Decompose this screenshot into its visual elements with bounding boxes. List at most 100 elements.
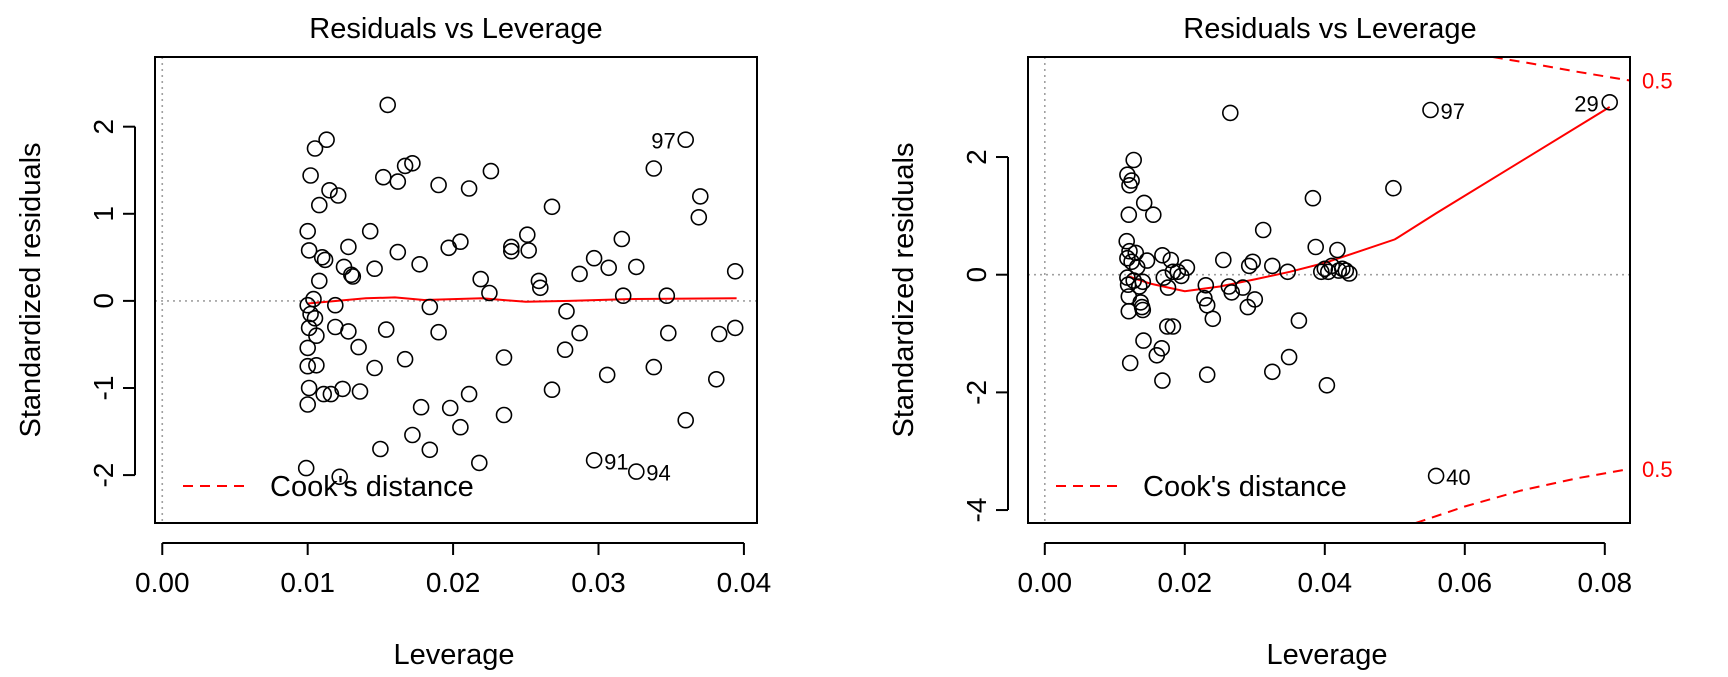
data-point (1125, 272, 1142, 289)
data-point (299, 296, 317, 314)
data-point (1215, 251, 1232, 269)
data-point (659, 324, 677, 342)
data-point (374, 168, 392, 186)
x-tick-label: 0.02 (426, 567, 481, 598)
data-point (613, 230, 631, 248)
data-point (531, 279, 549, 297)
data-point (452, 233, 469, 250)
data-point (404, 155, 421, 172)
data-point (677, 411, 695, 429)
data-point (460, 385, 478, 403)
data-point (377, 321, 395, 338)
data-point (1121, 177, 1138, 194)
data-point (1280, 348, 1298, 366)
data-point (334, 380, 351, 398)
data-point (1164, 318, 1182, 335)
y-tick-label: 0 (961, 267, 992, 283)
data-point (421, 441, 439, 459)
data-point (1173, 267, 1190, 285)
data-point (707, 370, 725, 388)
data-point (297, 459, 315, 477)
data-point (396, 350, 414, 368)
data-point (331, 468, 349, 486)
data-point (1119, 249, 1136, 267)
point-label: 94 (646, 461, 670, 486)
x-tick-label: 0.00 (1018, 567, 1073, 598)
data-point (585, 451, 603, 469)
y-tick-label: 2 (961, 149, 992, 165)
data-point (530, 272, 548, 290)
data-point (1304, 189, 1322, 207)
data-point (658, 287, 676, 305)
cooks-contour-label: 0.5 (1642, 457, 1673, 482)
data-point (614, 287, 632, 305)
data-point (571, 324, 588, 342)
data-point (299, 396, 317, 413)
panel-1: 97 91 94 0.00 0.01 0.02 0.03 0.04 -2 -1 0 1 2 Residua… (15, 13, 771, 671)
x-tick-label: 0.04 (717, 567, 772, 598)
chart-title: Residuals vs Leverage (309, 13, 602, 45)
data-point (677, 131, 695, 148)
data-point (1197, 276, 1215, 294)
data-point (482, 162, 500, 180)
data-point (1422, 101, 1439, 119)
y-tick-label: 2 (88, 119, 119, 135)
data-point (1131, 278, 1148, 295)
data-point (315, 385, 333, 403)
data-point (326, 296, 344, 314)
data-point (543, 198, 561, 216)
x-tick-label: 0.04 (1298, 567, 1353, 598)
data-point (316, 251, 334, 269)
data-point (302, 167, 319, 184)
data-point (1121, 354, 1139, 372)
data-point (558, 302, 575, 320)
data-point (627, 258, 645, 276)
data-point (1244, 253, 1261, 271)
data-point (308, 356, 325, 374)
data-point (1264, 363, 1281, 381)
y-tick-label: 1 (88, 206, 119, 222)
data-point (710, 325, 728, 343)
y-tick-label: -2 (88, 463, 119, 488)
data-point (1120, 206, 1138, 223)
point-label: 91 (604, 449, 628, 474)
data-point (430, 323, 447, 341)
data-point (412, 398, 430, 416)
legend-label: Cook's distance (1143, 471, 1347, 503)
data-point (396, 157, 414, 175)
data-point (372, 440, 389, 458)
data-point (481, 284, 498, 302)
y-tick-label: -4 (961, 498, 992, 523)
data-point (306, 309, 324, 327)
data-point (1135, 194, 1153, 212)
data-point (600, 259, 618, 277)
data-point (460, 180, 478, 197)
data-point (1120, 302, 1138, 320)
data-point (495, 406, 513, 424)
data-point (1119, 276, 1137, 294)
data-point (1240, 257, 1258, 275)
data-point (726, 262, 744, 280)
data-point (1134, 301, 1152, 319)
data-point (1135, 332, 1152, 349)
data-point (344, 268, 362, 285)
plot-frame (154, 56, 758, 524)
data-point (1145, 206, 1162, 223)
x-axis-label: Leverage (1267, 639, 1388, 671)
data-point (502, 242, 520, 260)
data-point (585, 249, 603, 267)
data-point (300, 379, 318, 397)
plot-frame (1027, 56, 1631, 524)
data-point (310, 272, 328, 290)
smoother-line (307, 296, 737, 305)
data-point (1154, 247, 1171, 264)
data-point (321, 182, 338, 199)
data-point (299, 222, 317, 240)
x-tick-label: 0.06 (1438, 567, 1493, 598)
x-tick-label: 0.08 (1578, 567, 1633, 598)
data-point (366, 260, 383, 278)
data-point (305, 290, 322, 308)
data-point (350, 338, 367, 356)
data-point (452, 418, 469, 436)
